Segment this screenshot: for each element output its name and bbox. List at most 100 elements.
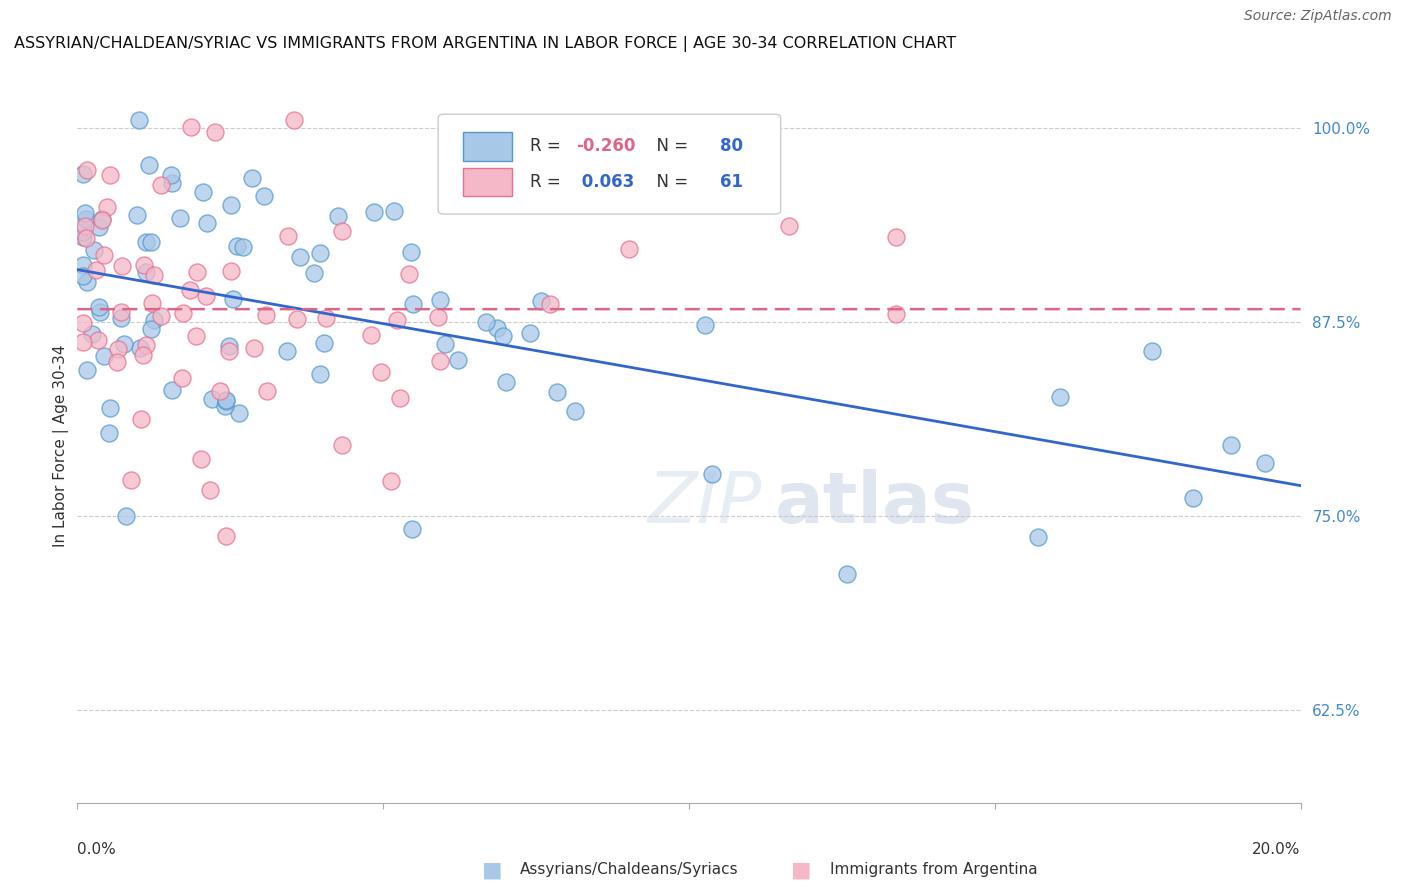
Point bbox=[169, 211, 191, 225]
Point bbox=[84, 263, 107, 277]
Point bbox=[1182, 491, 1205, 506]
Point bbox=[132, 348, 155, 362]
Point bbox=[72, 229, 94, 244]
Point bbox=[276, 343, 298, 358]
Point bbox=[141, 235, 163, 250]
Point bbox=[180, 120, 202, 135]
Point bbox=[228, 406, 250, 420]
Text: 0.063: 0.063 bbox=[576, 173, 634, 191]
Point bbox=[135, 338, 157, 352]
Text: 80: 80 bbox=[720, 137, 742, 155]
Point bbox=[226, 238, 249, 252]
Point bbox=[142, 313, 165, 327]
Point bbox=[198, 483, 221, 497]
Point bbox=[90, 212, 112, 227]
Point bbox=[492, 329, 515, 343]
Point bbox=[1049, 390, 1071, 404]
Point bbox=[129, 411, 152, 425]
Point bbox=[218, 339, 240, 353]
Point bbox=[93, 349, 115, 363]
Point bbox=[107, 342, 129, 356]
Point bbox=[184, 328, 207, 343]
Point bbox=[700, 467, 723, 482]
Point bbox=[326, 209, 349, 223]
Point bbox=[302, 266, 325, 280]
Point bbox=[256, 384, 278, 398]
Point bbox=[219, 263, 242, 277]
Point bbox=[617, 242, 640, 256]
Point bbox=[285, 312, 308, 326]
Point bbox=[221, 198, 243, 212]
Point bbox=[80, 327, 103, 342]
Point bbox=[204, 125, 226, 139]
Point bbox=[98, 401, 121, 416]
Point bbox=[138, 158, 160, 172]
Point bbox=[399, 244, 422, 259]
Point bbox=[519, 326, 541, 340]
Point bbox=[398, 267, 420, 281]
Point bbox=[75, 231, 97, 245]
Point bbox=[215, 393, 238, 408]
Point bbox=[72, 269, 94, 284]
Point bbox=[360, 328, 382, 343]
Point bbox=[201, 392, 224, 406]
Point bbox=[546, 384, 568, 399]
Point bbox=[160, 169, 183, 183]
Point bbox=[538, 297, 561, 311]
Point bbox=[76, 275, 98, 289]
Point bbox=[120, 473, 142, 487]
Point bbox=[495, 375, 517, 389]
Point bbox=[190, 451, 212, 466]
Point bbox=[134, 235, 156, 250]
Point bbox=[72, 316, 94, 330]
Point bbox=[253, 188, 276, 202]
Point bbox=[778, 219, 800, 234]
FancyBboxPatch shape bbox=[439, 114, 780, 214]
Point bbox=[388, 391, 411, 405]
Point bbox=[884, 230, 907, 244]
Text: -0.260: -0.260 bbox=[576, 137, 636, 155]
Point bbox=[240, 171, 263, 186]
Point bbox=[529, 293, 551, 308]
Point bbox=[112, 337, 135, 351]
Point bbox=[243, 341, 266, 355]
Text: 20.0%: 20.0% bbox=[1253, 841, 1301, 856]
Point bbox=[447, 353, 470, 368]
Point bbox=[89, 220, 111, 235]
Point bbox=[194, 289, 217, 303]
Text: 61: 61 bbox=[720, 173, 742, 191]
Point bbox=[1140, 344, 1163, 359]
Point bbox=[195, 216, 218, 230]
Point bbox=[170, 371, 193, 385]
Point bbox=[111, 259, 134, 273]
Text: R =: R = bbox=[530, 173, 567, 191]
Point bbox=[125, 208, 148, 222]
Point bbox=[76, 363, 98, 377]
Text: ▪: ▪ bbox=[790, 854, 813, 886]
Text: Immigrants from Argentina: Immigrants from Argentina bbox=[830, 863, 1038, 877]
Point bbox=[162, 176, 184, 190]
Point bbox=[98, 168, 121, 182]
Point bbox=[83, 243, 105, 257]
Point bbox=[87, 333, 110, 347]
Point bbox=[72, 258, 94, 272]
Point bbox=[218, 344, 240, 359]
Text: atlas: atlas bbox=[775, 468, 974, 538]
Point bbox=[693, 318, 716, 332]
FancyBboxPatch shape bbox=[463, 168, 512, 196]
Point bbox=[382, 204, 405, 219]
Point bbox=[93, 248, 115, 262]
Point bbox=[150, 178, 173, 192]
Point bbox=[1026, 530, 1049, 544]
Point bbox=[73, 206, 96, 220]
Point bbox=[215, 393, 238, 408]
Point bbox=[309, 367, 332, 381]
Point bbox=[1253, 456, 1275, 470]
Point bbox=[564, 403, 586, 417]
Text: Assyrians/Chaldeans/Syriacs: Assyrians/Chaldeans/Syriacs bbox=[520, 863, 738, 877]
Point bbox=[89, 304, 111, 318]
Point bbox=[98, 425, 121, 440]
Text: ASSYRIAN/CHALDEAN/SYRIAC VS IMMIGRANTS FROM ARGENTINA IN LABOR FORCE | AGE 30-34: ASSYRIAN/CHALDEAN/SYRIAC VS IMMIGRANTS F… bbox=[14, 36, 956, 52]
Point bbox=[72, 225, 94, 239]
Point bbox=[222, 292, 245, 306]
